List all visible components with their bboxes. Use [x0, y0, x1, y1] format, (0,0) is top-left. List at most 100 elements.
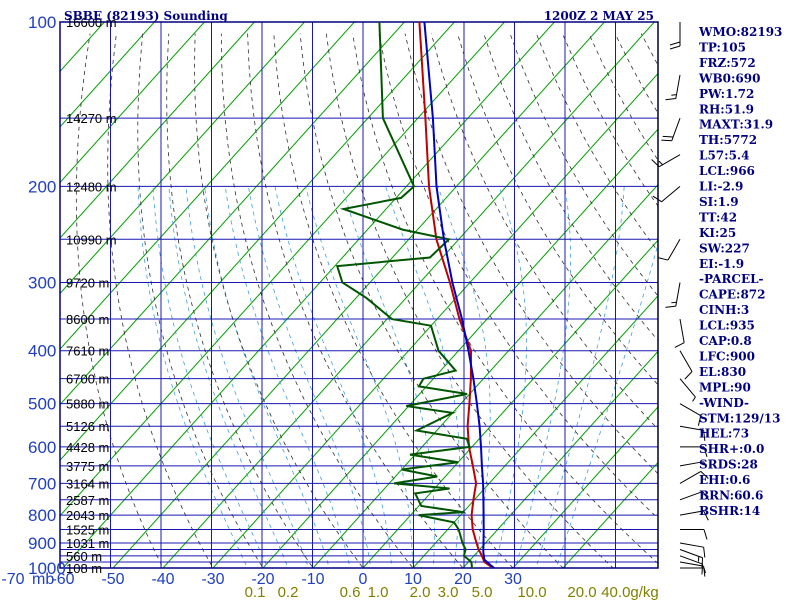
altitude-label: 1031 m	[66, 536, 109, 551]
moist-adiabat-line	[437, 186, 491, 568]
wind-barb-staff	[661, 185, 681, 203]
index-label: BSHR:14	[699, 504, 760, 518]
wind-barb-staff	[679, 378, 696, 398]
wind-barb-flag	[669, 45, 681, 50]
dry-adiabat-line	[404, 33, 658, 475]
wind-barb	[651, 154, 681, 168]
wind-barb-half-flag	[692, 396, 696, 402]
wind-barb-flag	[674, 342, 685, 348]
pressure-tick-label: 700	[28, 474, 56, 493]
index-label: PW:1.72	[699, 87, 754, 101]
mixing-ratio-label: 2.0	[410, 584, 431, 600]
wind-barb-flag	[700, 471, 709, 479]
wind-barb	[679, 470, 709, 484]
wind-barb-staff	[679, 350, 693, 372]
pressure-tick-label: 1000	[28, 559, 66, 578]
wind-barb-flag	[703, 510, 709, 521]
temperature-tick-label: 20	[454, 571, 472, 588]
index-label: EI:-1.9	[699, 257, 744, 271]
dry-adiabat-line	[137, 33, 264, 568]
wind-barb	[679, 549, 704, 569]
moist-adiabat-line	[555, 242, 658, 568]
index-label: -PARCEL-	[699, 272, 764, 286]
pressure-tick-label: 800	[28, 506, 56, 525]
isotherm-line	[60, 22, 456, 461]
index-label: SI:1.9	[699, 195, 739, 209]
dry-adiabat-line	[483, 33, 658, 342]
moist-adiabat-line	[385, 186, 461, 568]
altitude-label: 1525 m	[66, 522, 109, 537]
mixing-ratio-label: 0.6	[340, 584, 361, 600]
index-label: WB0:690	[698, 71, 760, 85]
isotherm-line	[512, 406, 658, 568]
index-label: TH:5772	[699, 133, 757, 147]
dry-adiabat-line	[194, 33, 364, 568]
dry-adiabat-line	[299, 33, 564, 568]
moist-adiabat-line	[224, 186, 351, 568]
index-label: TT:42	[699, 210, 737, 224]
mixing-ratio-label: 10.0	[517, 584, 546, 600]
altitude-label: 560 m	[66, 549, 102, 564]
wind-barb-flag	[703, 566, 706, 577]
wind-barb-flag	[665, 98, 676, 101]
wind-barb-flag	[697, 415, 702, 426]
altitude-label: 3775 m	[66, 459, 109, 474]
index-label: WMO:82193	[698, 25, 782, 39]
temperature-tick-label: -60	[51, 571, 74, 588]
wind-barb-staff	[679, 318, 685, 343]
dry-adiabat-line	[352, 33, 658, 564]
temperature-tick-label: 0	[359, 571, 368, 588]
pressure-tick-label: 400	[28, 342, 56, 361]
wind-barb	[652, 185, 681, 203]
wind-barb-half-flag	[658, 160, 664, 166]
temperature-tick-label: -10	[301, 571, 324, 588]
wind-barb-flag	[662, 135, 674, 138]
wind-barb	[680, 446, 708, 458]
index-label: KI:25	[699, 226, 736, 240]
wind-barb	[679, 510, 709, 521]
temperature-tick-label: -50	[101, 571, 124, 588]
pressure-grid	[59, 21, 659, 569]
wind-barb	[679, 491, 710, 501]
index-label: EL:830	[699, 365, 746, 379]
temperature-tick-label: -30	[201, 571, 224, 588]
altitude-label: 4428 m	[66, 440, 109, 455]
isotherm-line	[412, 295, 658, 568]
wind-barb-staff	[679, 542, 704, 548]
altitude-label: 10990 m	[66, 232, 117, 247]
dry-adiabat-line	[247, 33, 464, 568]
index-label: SW:227	[699, 241, 750, 255]
wind-barb	[665, 282, 681, 308]
isotherm-line	[60, 22, 156, 128]
wind-barb	[679, 561, 706, 577]
altitude-label: 2587 m	[66, 493, 109, 508]
index-label: L57:5.4	[699, 149, 749, 163]
altitude-label: 12480 m	[66, 179, 117, 194]
wind-barb	[657, 239, 681, 261]
index-label: -WIND-	[699, 396, 749, 410]
altitude-label: 108 m	[66, 561, 102, 576]
wind-barb	[665, 74, 681, 101]
altitude-label: 2043 m	[66, 508, 109, 523]
index-label: HEL:73	[699, 427, 749, 441]
isotherm-line	[162, 22, 656, 568]
mixing-ratio-label: 20.0	[567, 584, 596, 600]
altitude-label: 3164 m	[66, 476, 109, 491]
dry-adiabat-lines	[75, 33, 658, 568]
wind-barb	[679, 403, 702, 426]
wind-barb	[680, 528, 708, 540]
mixing-ratio-label: 5.0	[472, 584, 493, 600]
dry-adiabat-line	[166, 33, 314, 568]
index-label: MPL:90	[699, 380, 751, 394]
moist-adiabat-line	[535, 186, 625, 568]
dry-adiabat-line	[457, 33, 658, 386]
wind-barb-flag	[661, 139, 672, 142]
temperature-tick-label: -70	[1, 571, 24, 588]
index-label: BRN:60.6	[699, 489, 763, 503]
isotherm-line	[60, 22, 506, 517]
wind-barb-staff	[679, 555, 703, 565]
index-label: LCL:966	[699, 164, 755, 178]
pressure-tick-label: 100	[28, 13, 56, 32]
